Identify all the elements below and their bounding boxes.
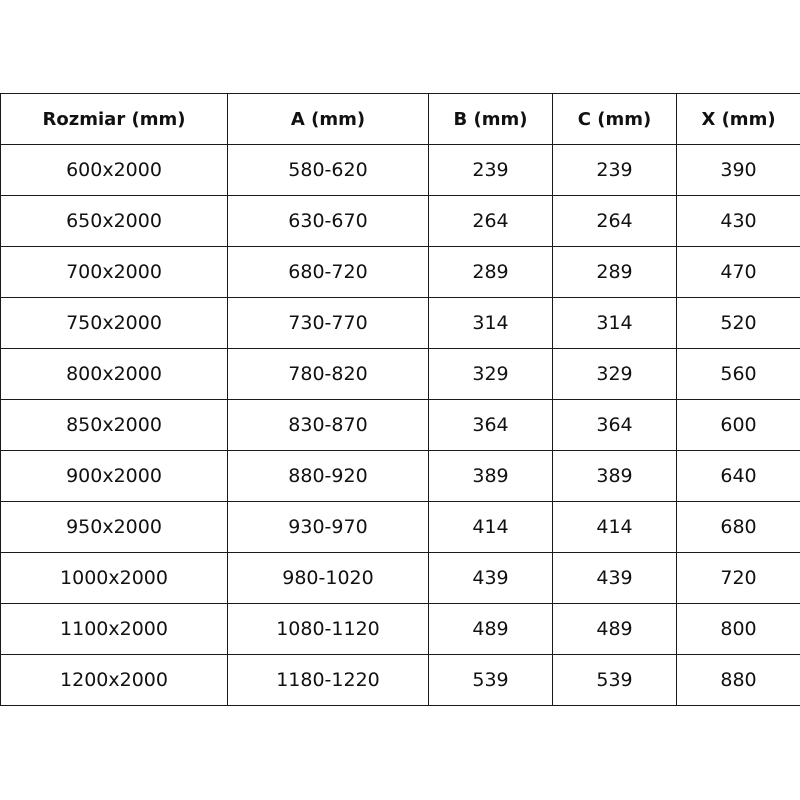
header-row: Rozmiar (mm) A (mm) B (mm) C (mm) X (mm) (0, 93, 800, 145)
cell-x: 800 (676, 603, 800, 655)
cell-size: 700x2000 (0, 246, 228, 298)
cell-b: 264 (428, 195, 553, 247)
cell-c: 489 (552, 603, 677, 655)
cell-size: 1100x2000 (0, 603, 228, 655)
cell-c: 314 (552, 297, 677, 349)
cell-a: 730-770 (227, 297, 429, 349)
cell-c: 289 (552, 246, 677, 298)
cell-c: 364 (552, 399, 677, 451)
cell-size: 950x2000 (0, 501, 228, 553)
header-size: Rozmiar (mm) (0, 93, 228, 145)
cell-x: 430 (676, 195, 800, 247)
cell-b: 389 (428, 450, 553, 502)
cell-c: 239 (552, 144, 677, 196)
cell-a: 680-720 (227, 246, 429, 298)
cell-a: 580-620 (227, 144, 429, 196)
cell-x: 640 (676, 450, 800, 502)
table-row: 1100x2000 1080-1120 489 489 800 (0, 603, 800, 655)
cell-x: 680 (676, 501, 800, 553)
dimensions-table: Rozmiar (mm) A (mm) B (mm) C (mm) X (mm)… (0, 93, 800, 706)
cell-x: 880 (676, 654, 800, 706)
cell-size: 850x2000 (0, 399, 228, 451)
cell-c: 329 (552, 348, 677, 400)
cell-b: 289 (428, 246, 553, 298)
cell-x: 520 (676, 297, 800, 349)
table-row: 750x2000 730-770 314 314 520 (0, 297, 800, 349)
cell-size: 900x2000 (0, 450, 228, 502)
cell-b: 414 (428, 501, 553, 553)
cell-size: 750x2000 (0, 297, 228, 349)
cell-c: 539 (552, 654, 677, 706)
cell-b: 489 (428, 603, 553, 655)
header-x: X (mm) (676, 93, 800, 145)
cell-b: 314 (428, 297, 553, 349)
cell-a: 880-920 (227, 450, 429, 502)
cell-size: 650x2000 (0, 195, 228, 247)
cell-a: 980-1020 (227, 552, 429, 604)
cell-size: 800x2000 (0, 348, 228, 400)
table-row: 1000x2000 980-1020 439 439 720 (0, 552, 800, 604)
cell-a: 1180-1220 (227, 654, 429, 706)
table-row: 800x2000 780-820 329 329 560 (0, 348, 800, 400)
cell-size: 1000x2000 (0, 552, 228, 604)
table-row: 600x2000 580-620 239 239 390 (0, 144, 800, 196)
cell-c: 389 (552, 450, 677, 502)
table-row: 950x2000 930-970 414 414 680 (0, 501, 800, 553)
table-row: 700x2000 680-720 289 289 470 (0, 246, 800, 298)
header-a: A (mm) (227, 93, 429, 145)
cell-b: 239 (428, 144, 553, 196)
table-row: 900x2000 880-920 389 389 640 (0, 450, 800, 502)
cell-x: 600 (676, 399, 800, 451)
cell-c: 264 (552, 195, 677, 247)
header-c: C (mm) (552, 93, 677, 145)
cell-a: 630-670 (227, 195, 429, 247)
header-b: B (mm) (428, 93, 553, 145)
cell-b: 329 (428, 348, 553, 400)
cell-x: 390 (676, 144, 800, 196)
cell-a: 1080-1120 (227, 603, 429, 655)
cell-c: 439 (552, 552, 677, 604)
cell-x: 470 (676, 246, 800, 298)
cell-a: 830-870 (227, 399, 429, 451)
cell-b: 364 (428, 399, 553, 451)
cell-c: 414 (552, 501, 677, 553)
cell-x: 720 (676, 552, 800, 604)
cell-size: 600x2000 (0, 144, 228, 196)
table-row: 650x2000 630-670 264 264 430 (0, 195, 800, 247)
cell-b: 539 (428, 654, 553, 706)
cell-a: 780-820 (227, 348, 429, 400)
cell-size: 1200x2000 (0, 654, 228, 706)
cell-a: 930-970 (227, 501, 429, 553)
cell-x: 560 (676, 348, 800, 400)
cell-b: 439 (428, 552, 553, 604)
table-row: 1200x2000 1180-1220 539 539 880 (0, 654, 800, 706)
table-body: 600x2000 580-620 239 239 390 650x2000 630-670 2… (0, 144, 800, 706)
table-row: 850x2000 830-870 364 364 600 (0, 399, 800, 451)
